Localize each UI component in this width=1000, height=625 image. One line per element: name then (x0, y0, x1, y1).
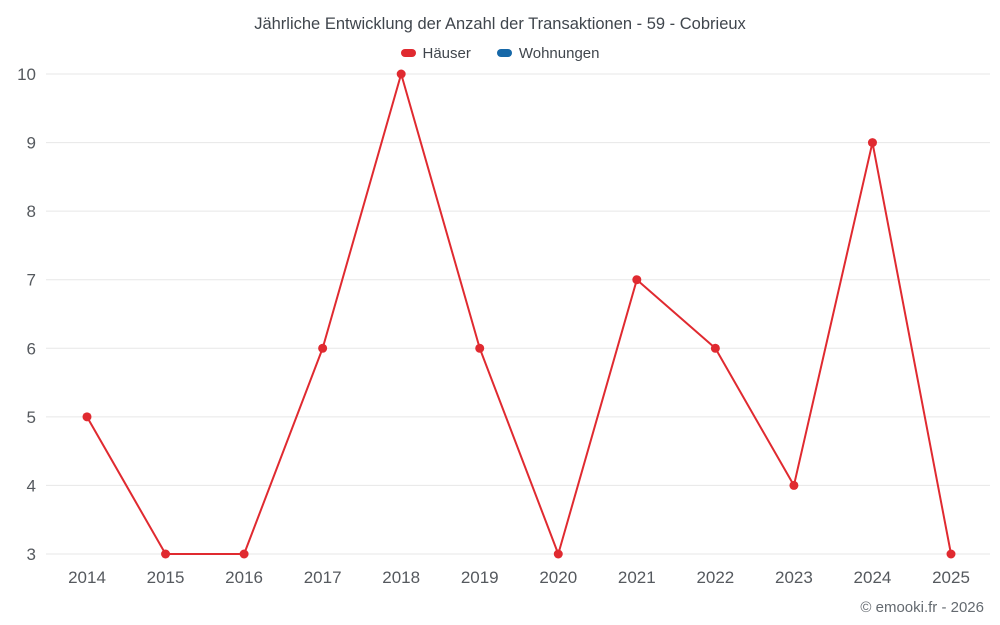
data-point[interactable] (396, 69, 406, 79)
y-tick-label: 8 (27, 202, 36, 221)
data-point[interactable] (632, 275, 642, 285)
legend-item-wohnungen[interactable]: Wohnungen (496, 44, 600, 62)
x-tick-label: 2016 (225, 568, 263, 587)
x-tick-label: 2017 (304, 568, 342, 587)
data-point[interactable] (553, 549, 563, 559)
x-tick-label: 2015 (147, 568, 185, 587)
x-tick-label: 2020 (539, 568, 577, 587)
data-point[interactable] (710, 343, 720, 353)
data-point[interactable] (475, 343, 485, 353)
legend-label: Wohnungen (518, 44, 600, 62)
y-tick-label: 4 (27, 476, 36, 495)
copyright-credit: © emooki.fr - 2026 (860, 599, 984, 616)
data-point[interactable] (318, 343, 328, 353)
data-point[interactable] (161, 549, 171, 559)
x-tick-label: 2024 (854, 568, 892, 587)
data-point[interactable] (789, 480, 799, 490)
y-tick-label: 5 (27, 408, 36, 427)
y-tick-label: 6 (27, 339, 36, 358)
y-tick-label: 7 (27, 271, 36, 290)
chart-legend: Häuser Wohnungen (0, 40, 1000, 66)
x-tick-label: 2018 (382, 568, 420, 587)
legend-marker (400, 49, 416, 57)
y-tick-label: 3 (27, 545, 36, 564)
x-tick-label: 2021 (618, 568, 656, 587)
legend-item-häuser[interactable]: Häuser (400, 44, 471, 62)
y-tick-label: 9 (27, 134, 36, 153)
data-point[interactable] (239, 549, 249, 559)
series-line-häuser (86, 73, 952, 555)
legend-marker (496, 49, 512, 57)
chart-title: Jährliche Entwicklung der Anzahl der Tra… (254, 15, 746, 33)
x-tick-label: 2022 (696, 568, 734, 587)
x-tick-label: 2025 (932, 568, 970, 587)
x-tick-label: 2014 (68, 568, 106, 587)
data-point[interactable] (867, 138, 877, 148)
data-point[interactable] (946, 549, 956, 559)
x-tick-label: 2023 (775, 568, 813, 587)
line-chart: 3 4 5 6 7 8 9 10 2014 2015 2016 2017 2018 2019 2020 202… (17, 65, 990, 587)
x-tick-label: 2019 (461, 568, 499, 587)
data-point[interactable] (82, 412, 92, 422)
y-tick-label: 10 (17, 66, 36, 84)
legend-label: Häuser (422, 44, 471, 62)
